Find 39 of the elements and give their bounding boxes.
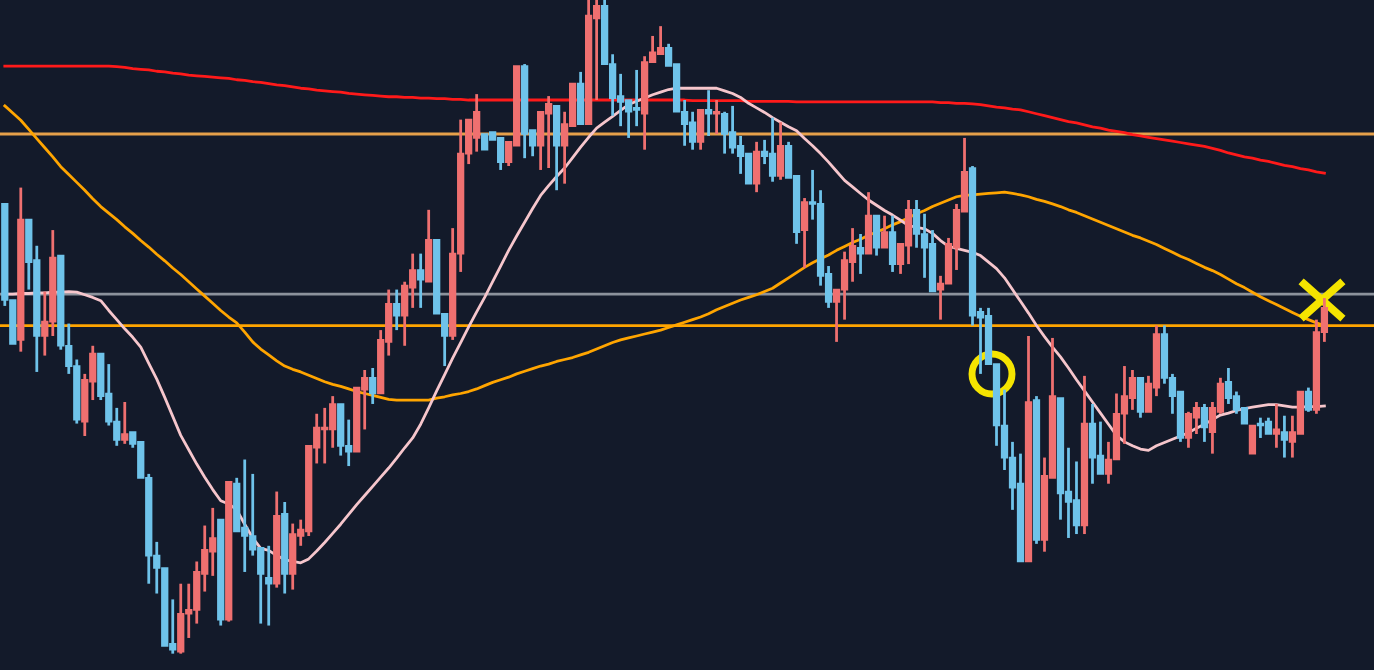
candlestick <box>289 522 297 591</box>
candlestick <box>241 458 249 574</box>
candlestick <box>369 366 377 406</box>
candlestick <box>776 120 785 182</box>
candlestick <box>888 214 897 274</box>
candlestick <box>1272 402 1281 450</box>
candlestick <box>425 208 433 284</box>
candlestick <box>393 288 401 332</box>
candlestick <box>497 136 505 172</box>
candlestick <box>864 190 873 256</box>
candlestick <box>473 92 481 154</box>
candlestick <box>632 68 641 128</box>
candlestick <box>752 140 761 194</box>
candlestick <box>856 232 865 276</box>
candlestick <box>265 544 273 627</box>
candlestick <box>1088 402 1097 486</box>
candlestick <box>800 196 809 270</box>
candlestick <box>720 110 729 155</box>
candlestick <box>696 108 705 152</box>
candlestick <box>656 24 665 56</box>
candlestick <box>712 98 721 136</box>
candlestick <box>545 94 553 170</box>
candlestick <box>1184 410 1193 450</box>
candlestick <box>880 214 889 250</box>
candlestick <box>417 252 425 310</box>
candlestick <box>1200 402 1209 444</box>
candlestick <box>121 400 129 446</box>
candlestick <box>576 70 585 126</box>
candlestick <box>904 198 913 266</box>
candlestick <box>872 214 881 257</box>
candlestick <box>1304 386 1313 414</box>
candlestick <box>1136 376 1145 420</box>
candlestick <box>768 116 777 184</box>
candlestick <box>704 88 713 138</box>
candlestick <box>1280 414 1289 459</box>
candlestick <box>553 104 561 192</box>
candlestick <box>1248 424 1257 455</box>
candlestick <box>177 582 185 656</box>
candlestick <box>1224 366 1233 406</box>
